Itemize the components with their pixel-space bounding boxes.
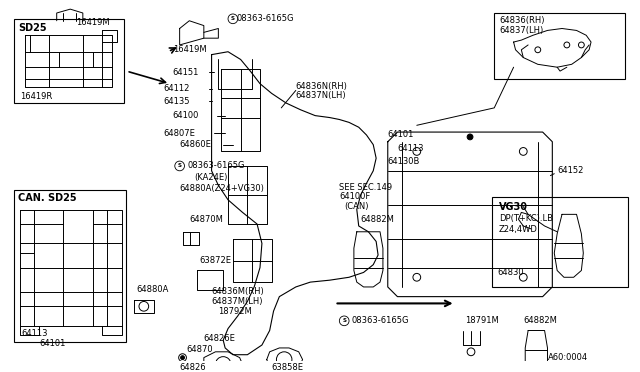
Text: A60:0004: A60:0004 xyxy=(547,353,588,362)
Text: 16419M: 16419M xyxy=(76,18,109,27)
Text: 64135: 64135 xyxy=(163,97,189,106)
Text: 64882M: 64882M xyxy=(361,215,394,224)
Text: Z24,4WD: Z24,4WD xyxy=(499,225,538,234)
Text: SEE SEC.149: SEE SEC.149 xyxy=(339,183,392,192)
Text: 64101: 64101 xyxy=(388,131,414,140)
Text: 16419R: 16419R xyxy=(20,92,52,101)
Text: 64860E: 64860E xyxy=(180,140,211,149)
Text: 18792M: 18792M xyxy=(218,307,252,316)
Text: 18791M: 18791M xyxy=(465,316,499,326)
Text: 64113: 64113 xyxy=(22,329,49,338)
Text: 64880A(Z24+VG30): 64880A(Z24+VG30) xyxy=(180,184,264,193)
Text: 64100: 64100 xyxy=(173,111,199,120)
Text: 64112: 64112 xyxy=(163,84,189,93)
Text: 64151: 64151 xyxy=(173,68,199,77)
Text: (CAN): (CAN) xyxy=(344,202,369,211)
Text: 64836(RH): 64836(RH) xyxy=(499,16,545,25)
Bar xyxy=(492,197,628,287)
Text: S: S xyxy=(178,163,182,169)
Text: 64882M: 64882M xyxy=(524,316,557,326)
Text: 63872E: 63872E xyxy=(199,256,231,265)
Bar xyxy=(14,190,126,342)
Text: 64100F: 64100F xyxy=(339,192,371,201)
Text: 64826E: 64826E xyxy=(204,334,236,343)
Text: 08363-6165G: 08363-6165G xyxy=(237,14,294,23)
Text: 64113: 64113 xyxy=(397,144,424,153)
Text: 63858E: 63858E xyxy=(271,363,303,372)
Text: 16419M: 16419M xyxy=(173,45,207,54)
Circle shape xyxy=(467,134,473,140)
Text: S: S xyxy=(231,16,235,21)
Text: 64837N(LH): 64837N(LH) xyxy=(296,91,346,100)
Text: 64826: 64826 xyxy=(180,363,206,372)
Text: CAN. SD25: CAN. SD25 xyxy=(18,193,77,203)
Circle shape xyxy=(180,356,184,360)
Text: 08363-6165G: 08363-6165G xyxy=(352,316,410,326)
Text: 64830: 64830 xyxy=(497,268,524,277)
Bar xyxy=(494,13,625,79)
Text: 64837(LH): 64837(LH) xyxy=(499,26,543,35)
Text: DP(T+KC).LB: DP(T+KC).LB xyxy=(499,214,553,223)
Text: 64807E: 64807E xyxy=(163,129,195,138)
Text: 64130B: 64130B xyxy=(388,157,420,166)
Text: (KA24E): (KA24E) xyxy=(194,173,228,182)
Text: 08363-6165G: 08363-6165G xyxy=(188,161,245,170)
Text: 64836N(RH): 64836N(RH) xyxy=(296,82,348,91)
Text: 64101: 64101 xyxy=(39,339,66,347)
Text: 64880A: 64880A xyxy=(136,285,168,294)
Text: 64152: 64152 xyxy=(557,166,584,175)
Text: 64870: 64870 xyxy=(186,345,213,355)
Bar xyxy=(14,19,124,103)
Text: VG30: VG30 xyxy=(499,202,528,212)
Text: 64870M: 64870M xyxy=(189,215,223,224)
Text: S: S xyxy=(342,318,346,323)
Text: 64837M(LH): 64837M(LH) xyxy=(212,297,263,306)
Text: 64836M(RH): 64836M(RH) xyxy=(212,287,264,296)
Text: SD25: SD25 xyxy=(18,23,47,32)
